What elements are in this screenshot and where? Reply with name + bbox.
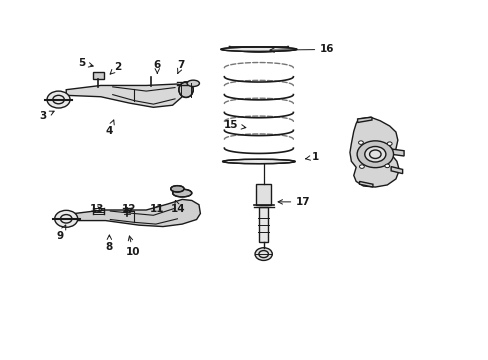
Polygon shape [256,184,271,205]
Text: 11: 11 [150,204,164,214]
Polygon shape [359,181,372,187]
Text: 9: 9 [56,225,65,242]
Polygon shape [258,207,268,242]
Ellipse shape [170,186,184,192]
Text: 2: 2 [110,62,121,74]
Polygon shape [390,149,403,156]
Circle shape [47,91,70,108]
Polygon shape [66,84,184,107]
Ellipse shape [222,159,294,164]
Text: 1: 1 [305,152,318,162]
Text: 13: 13 [90,204,104,214]
Ellipse shape [186,80,199,86]
FancyBboxPatch shape [92,72,104,80]
Ellipse shape [172,189,191,197]
Ellipse shape [221,47,296,51]
Text: 10: 10 [126,236,140,257]
Circle shape [358,141,363,144]
Circle shape [55,210,78,227]
Text: 6: 6 [153,60,161,73]
Circle shape [356,141,393,168]
Polygon shape [349,117,399,187]
Polygon shape [357,117,371,122]
Text: 17: 17 [278,197,310,207]
Text: 8: 8 [105,235,113,252]
Text: 5: 5 [78,58,93,68]
Circle shape [255,248,272,260]
Text: 16: 16 [269,45,334,54]
Circle shape [359,165,364,168]
Text: 14: 14 [171,201,185,214]
Text: 3: 3 [40,111,54,121]
Text: 4: 4 [105,120,114,136]
Circle shape [386,142,391,145]
Circle shape [364,147,385,162]
Text: 12: 12 [122,204,137,214]
Ellipse shape [179,82,193,98]
Polygon shape [390,167,402,174]
Text: 7: 7 [177,60,184,73]
Polygon shape [74,199,200,226]
Text: 15: 15 [224,120,245,130]
Circle shape [384,164,389,168]
